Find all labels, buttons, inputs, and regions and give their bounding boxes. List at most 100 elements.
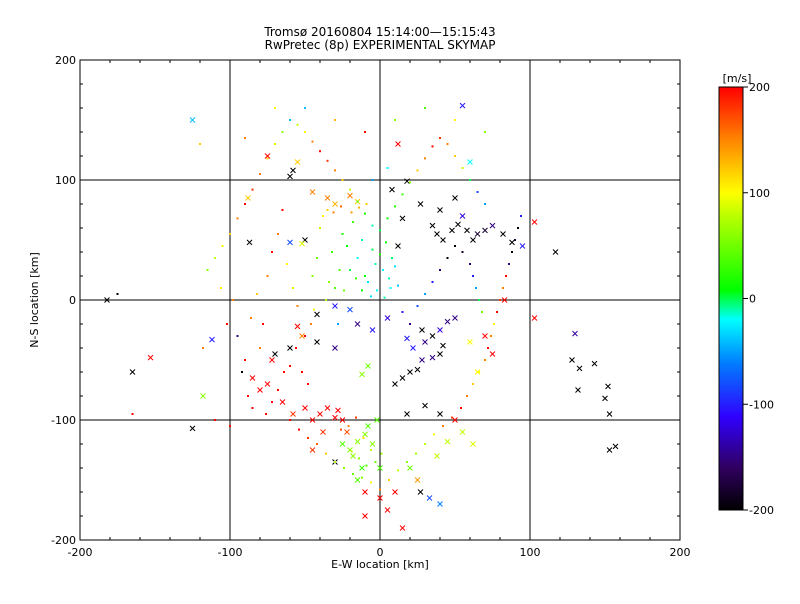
dot-marker bbox=[433, 433, 435, 436]
dot-marker bbox=[374, 461, 377, 463]
x-marker bbox=[314, 311, 320, 318]
dot-marker bbox=[311, 140, 314, 143]
x-marker bbox=[606, 447, 613, 453]
dot-marker bbox=[301, 371, 303, 373]
dot-marker bbox=[304, 131, 306, 133]
dot-marker bbox=[454, 245, 456, 247]
x-marker bbox=[407, 465, 413, 471]
dot-marker bbox=[502, 287, 504, 289]
dot-marker bbox=[199, 143, 201, 145]
dot-marker bbox=[352, 221, 354, 223]
dot-marker bbox=[475, 287, 477, 289]
dot-marker bbox=[341, 233, 344, 235]
dot-marker bbox=[451, 416, 453, 419]
x-marker bbox=[332, 345, 338, 351]
x-marker bbox=[257, 387, 263, 393]
x-marker bbox=[437, 351, 443, 357]
dot-marker bbox=[332, 211, 335, 214]
x-marker bbox=[419, 357, 425, 363]
dot-marker bbox=[307, 383, 309, 385]
dot-marker bbox=[517, 227, 519, 229]
dot-marker bbox=[478, 371, 480, 373]
x-marker bbox=[467, 159, 473, 165]
dot-marker bbox=[499, 299, 501, 301]
dot-marker bbox=[370, 481, 372, 484]
dot-marker bbox=[244, 203, 246, 205]
dot-marker bbox=[355, 416, 357, 419]
dot-marker bbox=[334, 119, 336, 121]
dot-marker bbox=[370, 449, 372, 451]
x-marker bbox=[287, 173, 293, 180]
dot-marker bbox=[472, 275, 474, 277]
dot-marker bbox=[371, 248, 374, 251]
x-marker bbox=[444, 438, 451, 445]
y-tick-label: -200 bbox=[51, 534, 76, 547]
x-marker bbox=[290, 167, 296, 174]
dot-marker bbox=[236, 217, 239, 220]
dot-marker bbox=[490, 335, 492, 337]
x-marker bbox=[440, 342, 446, 349]
colorbar-tick-label: -100 bbox=[749, 398, 774, 411]
x-marker bbox=[272, 351, 278, 357]
x-marker bbox=[489, 351, 496, 357]
dot-marker bbox=[256, 293, 258, 295]
dot-marker bbox=[226, 323, 228, 325]
x-marker bbox=[422, 339, 428, 345]
dot-marker bbox=[131, 413, 134, 415]
x-tick-label: 100 bbox=[520, 546, 541, 559]
x-marker bbox=[459, 429, 466, 435]
dot-marker bbox=[401, 311, 404, 313]
x-marker bbox=[302, 405, 308, 411]
dot-marker bbox=[446, 257, 449, 259]
dot-marker bbox=[202, 347, 204, 349]
dot-marker bbox=[476, 191, 479, 193]
y-tick-label: 0 bbox=[69, 294, 76, 307]
dot-marker bbox=[514, 239, 516, 241]
dot-marker bbox=[409, 323, 411, 325]
dot-marker bbox=[358, 206, 360, 209]
x-marker bbox=[264, 381, 271, 387]
x-marker bbox=[417, 201, 424, 207]
x-marker bbox=[482, 333, 488, 339]
dot-marker bbox=[325, 452, 327, 455]
dot-marker bbox=[241, 371, 243, 373]
dot-marker bbox=[266, 157, 269, 160]
dot-marker bbox=[424, 157, 426, 160]
dot-marker bbox=[259, 347, 261, 349]
x-marker bbox=[407, 369, 413, 375]
dot-marker bbox=[340, 205, 342, 208]
x-marker bbox=[440, 237, 446, 243]
x-marker bbox=[129, 369, 136, 375]
x-marker bbox=[384, 507, 391, 513]
dot-marker bbox=[365, 203, 368, 205]
axis-ticks: -200 -100 0 100 200 200 100 0 -100 -200 bbox=[51, 54, 690, 559]
dot-marker bbox=[274, 107, 276, 109]
dot-marker bbox=[350, 450, 353, 453]
dot-marker bbox=[356, 200, 359, 203]
y-tick-label: 200 bbox=[55, 54, 76, 67]
dot-marker bbox=[340, 428, 342, 431]
x-marker bbox=[467, 339, 473, 345]
dot-marker bbox=[383, 296, 386, 299]
x-marker bbox=[354, 438, 361, 445]
dot-marker bbox=[251, 188, 254, 191]
dot-marker bbox=[389, 287, 392, 289]
x-marker bbox=[339, 417, 346, 423]
dot-marker bbox=[431, 281, 434, 283]
dot-marker bbox=[431, 145, 434, 148]
x-marker bbox=[332, 201, 338, 207]
dot-marker bbox=[416, 305, 419, 307]
dot-marker bbox=[244, 137, 246, 139]
chart-title: Tromsø 20160804 15:14:00—15:15:43 bbox=[264, 25, 496, 39]
dot-marker bbox=[424, 107, 426, 109]
x-marker bbox=[189, 425, 196, 432]
y-tick-label: 100 bbox=[55, 174, 76, 187]
x-marker bbox=[417, 489, 424, 495]
x-marker bbox=[455, 221, 461, 228]
dot-marker bbox=[236, 335, 239, 337]
dot-marker bbox=[334, 169, 336, 172]
dot-marker bbox=[322, 215, 324, 217]
dot-marker bbox=[481, 311, 483, 313]
x-marker bbox=[335, 407, 341, 414]
x-tick-label: -200 bbox=[68, 546, 93, 559]
